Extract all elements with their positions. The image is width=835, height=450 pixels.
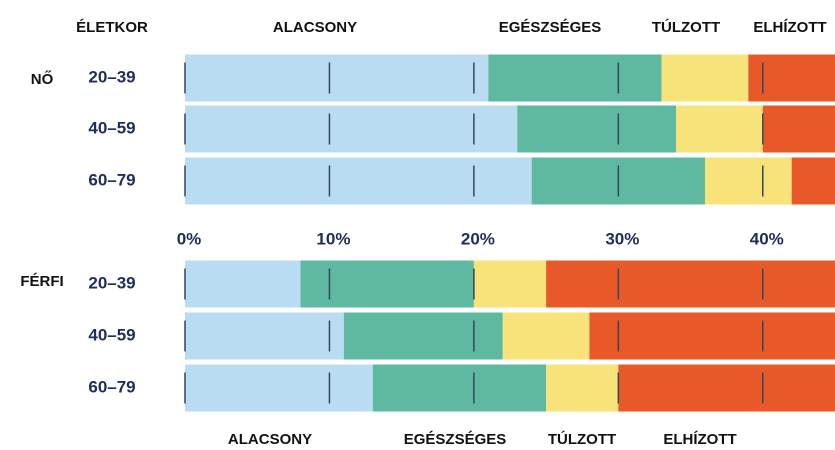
bar-segment [705, 157, 792, 205]
legend-label: ELHÍZOTT [663, 431, 736, 448]
legend-label: ALACSONY [228, 431, 312, 448]
bar-segment [791, 157, 835, 205]
bar-segment [343, 312, 503, 360]
bar-segment [589, 312, 835, 360]
x-tick-label: 40% [750, 229, 784, 248]
legend-label: ELHÍZOTT [753, 19, 826, 36]
bar-segment [185, 364, 373, 412]
category-label: 40–59 [88, 325, 135, 344]
x-tick-label: 30% [605, 229, 639, 248]
bar-segment [661, 54, 749, 102]
bar-segment [185, 105, 518, 153]
legend-label: EGÉSZSÉGES [404, 431, 507, 448]
bar-segment [185, 260, 301, 308]
y-axis-label: ÉLETKOR [76, 19, 148, 36]
category-label: 20–39 [88, 67, 135, 86]
bar-segment [488, 54, 662, 102]
x-tick-label: 20% [461, 229, 495, 248]
x-tick-label: 10% [316, 229, 350, 248]
bar-segment [372, 364, 547, 412]
bar-segment [185, 54, 489, 102]
bar-segment [517, 105, 677, 153]
bar-segment [676, 105, 763, 153]
legend-label: TÚLZOTT [652, 18, 720, 36]
bar-segment [300, 260, 474, 308]
group-title: NŐ [31, 70, 54, 88]
category-label: 60–79 [88, 170, 135, 189]
bar-segment [473, 260, 547, 308]
bar-segment [546, 364, 619, 412]
category-label: 60–79 [88, 377, 135, 396]
bar-segment [502, 312, 590, 360]
x-tick-label: 0% [177, 229, 202, 248]
category-label: 40–59 [88, 118, 135, 137]
legend-label: TÚLZOTT [548, 430, 616, 448]
legend-label: ALACSONY [273, 19, 357, 36]
bar-segment [748, 54, 835, 102]
legend-label: EGÉSZSÉGES [499, 19, 602, 36]
category-label: 20–39 [88, 273, 135, 292]
bar-segment [185, 312, 344, 360]
bar-segment [762, 105, 835, 153]
bar-segment [185, 157, 532, 205]
bar-segment [618, 364, 835, 412]
bar-segment [546, 260, 835, 308]
group-title: FÉRFI [20, 273, 63, 290]
